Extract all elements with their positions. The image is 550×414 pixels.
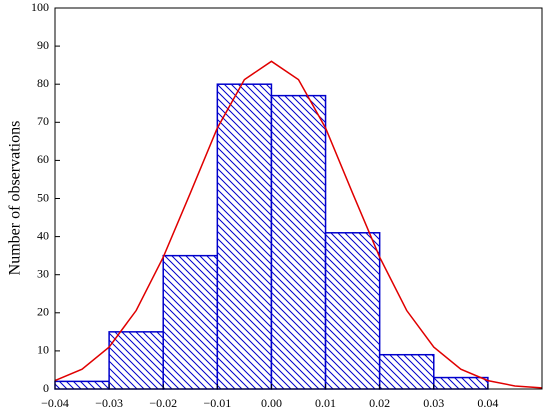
- y-tick-label: 80: [37, 76, 49, 90]
- bar: [324, 232, 381, 390]
- x-tick-label: 0.02: [369, 396, 390, 410]
- x-tick-label: −0.01: [203, 396, 231, 410]
- y-tick-label: 100: [31, 0, 49, 14]
- x-tick-label: −0.04: [41, 396, 69, 410]
- bar: [108, 331, 164, 390]
- bar: [433, 376, 489, 390]
- y-tick-label: 90: [37, 38, 49, 52]
- x-tick-label: 0.00: [261, 396, 282, 410]
- y-tick-label: 60: [37, 152, 49, 166]
- bar: [54, 380, 110, 390]
- bar: [216, 83, 273, 390]
- y-axis-label: Number of observations: [7, 121, 24, 276]
- density-curve: [54, 60, 543, 389]
- y-tick-label: 50: [37, 190, 49, 204]
- x-tick-label: 0.03: [423, 396, 444, 410]
- x-tick-label: 0.04: [477, 396, 498, 410]
- y-tick-label: 10: [37, 343, 49, 357]
- bar: [162, 254, 219, 390]
- bar: [378, 353, 435, 390]
- y-tick-label: 20: [37, 305, 49, 319]
- y-tick-label: 0: [43, 381, 49, 395]
- x-tick-label: 0.01: [315, 396, 336, 410]
- x-tick-label: −0.02: [149, 396, 177, 410]
- y-tick-label: 40: [37, 228, 49, 242]
- y-tick-label: 70: [37, 114, 49, 128]
- bar: [270, 94, 327, 390]
- x-tick-label: −0.03: [95, 396, 123, 410]
- y-tick-label: 30: [37, 266, 49, 280]
